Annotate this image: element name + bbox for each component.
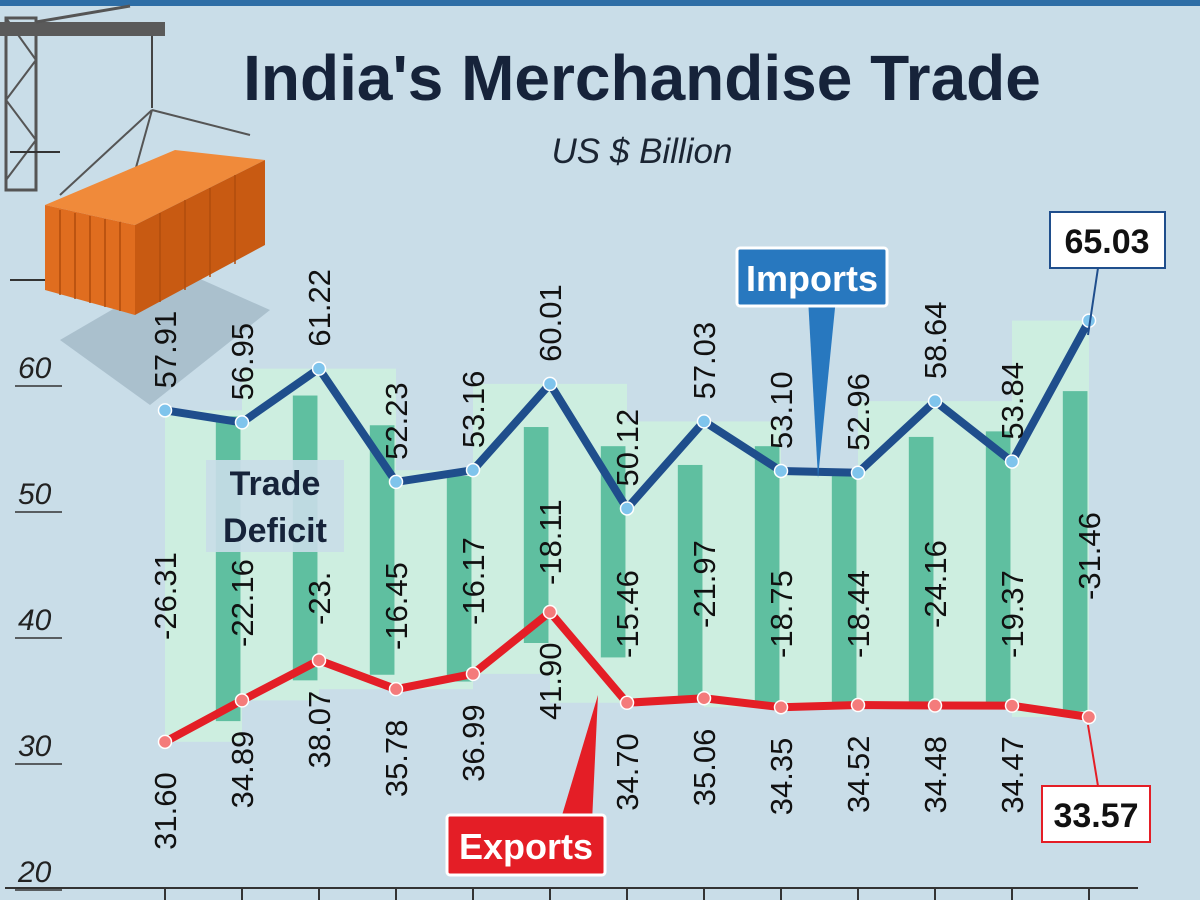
- deficit-value-label: -18.75: [764, 570, 799, 658]
- imports-value-label: 52.96: [841, 373, 876, 451]
- deficit-bar: [831, 471, 857, 707]
- imports-last-value: 65.03: [1064, 223, 1149, 261]
- exports-value-label: 34.47: [995, 736, 1030, 814]
- exports-point: [696, 690, 712, 706]
- deficit-value-label: -24.16: [918, 540, 953, 628]
- imports-point: [542, 376, 558, 392]
- deficit-value-label: -16.17: [456, 537, 491, 625]
- deficit-bar: [754, 446, 780, 703]
- imports-point: [696, 414, 712, 429]
- deficit-bar: [677, 464, 703, 701]
- imports-value-label: 61.22: [302, 269, 337, 347]
- deficit-value-label: -16.45: [379, 562, 414, 650]
- deficit-value-label: -31.46: [1072, 512, 1107, 600]
- deficit-bar: [985, 431, 1011, 706]
- exports-point: [388, 681, 404, 697]
- exports-value-label: 34.70: [610, 733, 645, 811]
- deficit-bar: [523, 427, 549, 643]
- imports-value-label: 58.64: [918, 302, 953, 380]
- trade-deficit-label-line2: Deficit: [223, 512, 327, 550]
- exports-point: [1081, 709, 1097, 725]
- exports-point: [619, 695, 635, 711]
- exports-value-label: 35.06: [687, 729, 722, 807]
- imports-last-value-callout: 65.03: [1049, 211, 1166, 336]
- y-tick-label: 50: [18, 478, 52, 511]
- exports-point: [850, 697, 866, 713]
- y-tick-label: 30: [18, 730, 52, 763]
- imports-legend-label: Imports: [746, 258, 878, 299]
- imports-point: [234, 415, 250, 430]
- deficit-value-label: -19.37: [995, 570, 1030, 658]
- exports-value-label: 31.60: [148, 772, 183, 850]
- deficit-value-label: -18.11: [533, 499, 568, 585]
- imports-value-label: 57.03: [687, 322, 722, 400]
- imports-point: [619, 501, 635, 516]
- deficit-bar: [446, 476, 472, 682]
- exports-legend-label: Exports: [459, 826, 593, 867]
- imports-value-label: 52.23: [379, 382, 414, 460]
- imports-callout: Imports: [735, 246, 889, 478]
- imports-value-label: 57.91: [148, 311, 183, 389]
- y-tick-label: 60: [18, 352, 52, 385]
- trade-deficit-label-line1: Trade: [230, 465, 321, 503]
- deficit-value-label: -22.16: [225, 559, 260, 647]
- deficit-value-label: -15.46: [610, 570, 645, 658]
- deficit-bar: [908, 436, 934, 706]
- y-tick-label: 40: [18, 604, 52, 637]
- imports-value-label: 53.16: [456, 371, 491, 449]
- deficit-value-label: -21.97: [687, 540, 722, 628]
- exports-value-label: 38.07: [302, 691, 337, 769]
- imports-point: [311, 361, 327, 376]
- imports-value-label: 53.10: [764, 371, 799, 449]
- imports-point: [465, 462, 481, 478]
- exports-value-label: 41.90: [533, 642, 568, 720]
- chart-title: India's Merchandise Trade: [243, 42, 1041, 114]
- trade-deficit-label: Trade Deficit: [206, 460, 344, 552]
- exports-value-label: 34.48: [918, 736, 953, 814]
- exports-last-value-callout: 33.57: [1041, 724, 1151, 843]
- data-labels: 57.91 56.95 61.22 52.23 53.16 60.01 50.12 57.03…: [148, 269, 1107, 850]
- container-crane-icon: [0, 4, 270, 405]
- deficit-value-label: -18.44: [841, 570, 876, 658]
- deficit-bar: [1062, 391, 1088, 712]
- exports-value-label: 35.78: [379, 720, 414, 798]
- exports-point: [1004, 698, 1020, 713]
- exports-point: [542, 604, 558, 620]
- imports-value-label: 50.12: [610, 409, 645, 487]
- exports-value-label: 34.89: [225, 731, 260, 809]
- imports-point: [1004, 454, 1020, 469]
- exports-point: [927, 698, 943, 713]
- deficit-value-label: -26.31: [148, 552, 183, 640]
- imports-point: [157, 403, 173, 418]
- exports-point: [157, 734, 173, 750]
- imports-point: [773, 463, 789, 479]
- deficit-value-label: -23.: [302, 572, 337, 625]
- exports-value-label: 34.35: [764, 738, 799, 816]
- imports-value-label: 53.84: [995, 362, 1030, 440]
- exports-point: [773, 699, 789, 715]
- exports-point: [311, 653, 327, 668]
- chart-subtitle: US $ Billion: [552, 132, 733, 171]
- x-axis-ticks: [164, 888, 1090, 900]
- exports-callout: Exports: [445, 695, 607, 877]
- exports-value-label: 34.52: [841, 735, 876, 813]
- exports-value-label: 36.99: [456, 704, 491, 782]
- top-rule: [0, 0, 1200, 6]
- imports-value-label: 56.95: [225, 323, 260, 401]
- imports-point: [388, 474, 404, 490]
- imports-value-label: 60.01: [533, 284, 568, 362]
- exports-point: [234, 693, 250, 708]
- imports-point: [850, 465, 866, 480]
- imports-point: [927, 393, 943, 409]
- y-axis: 20 30 40 50 60: [15, 352, 62, 891]
- exports-point: [465, 666, 481, 682]
- series-lines: [157, 313, 1097, 750]
- exports-last-value: 33.57: [1053, 797, 1138, 835]
- y-tick-label: 20: [17, 856, 52, 889]
